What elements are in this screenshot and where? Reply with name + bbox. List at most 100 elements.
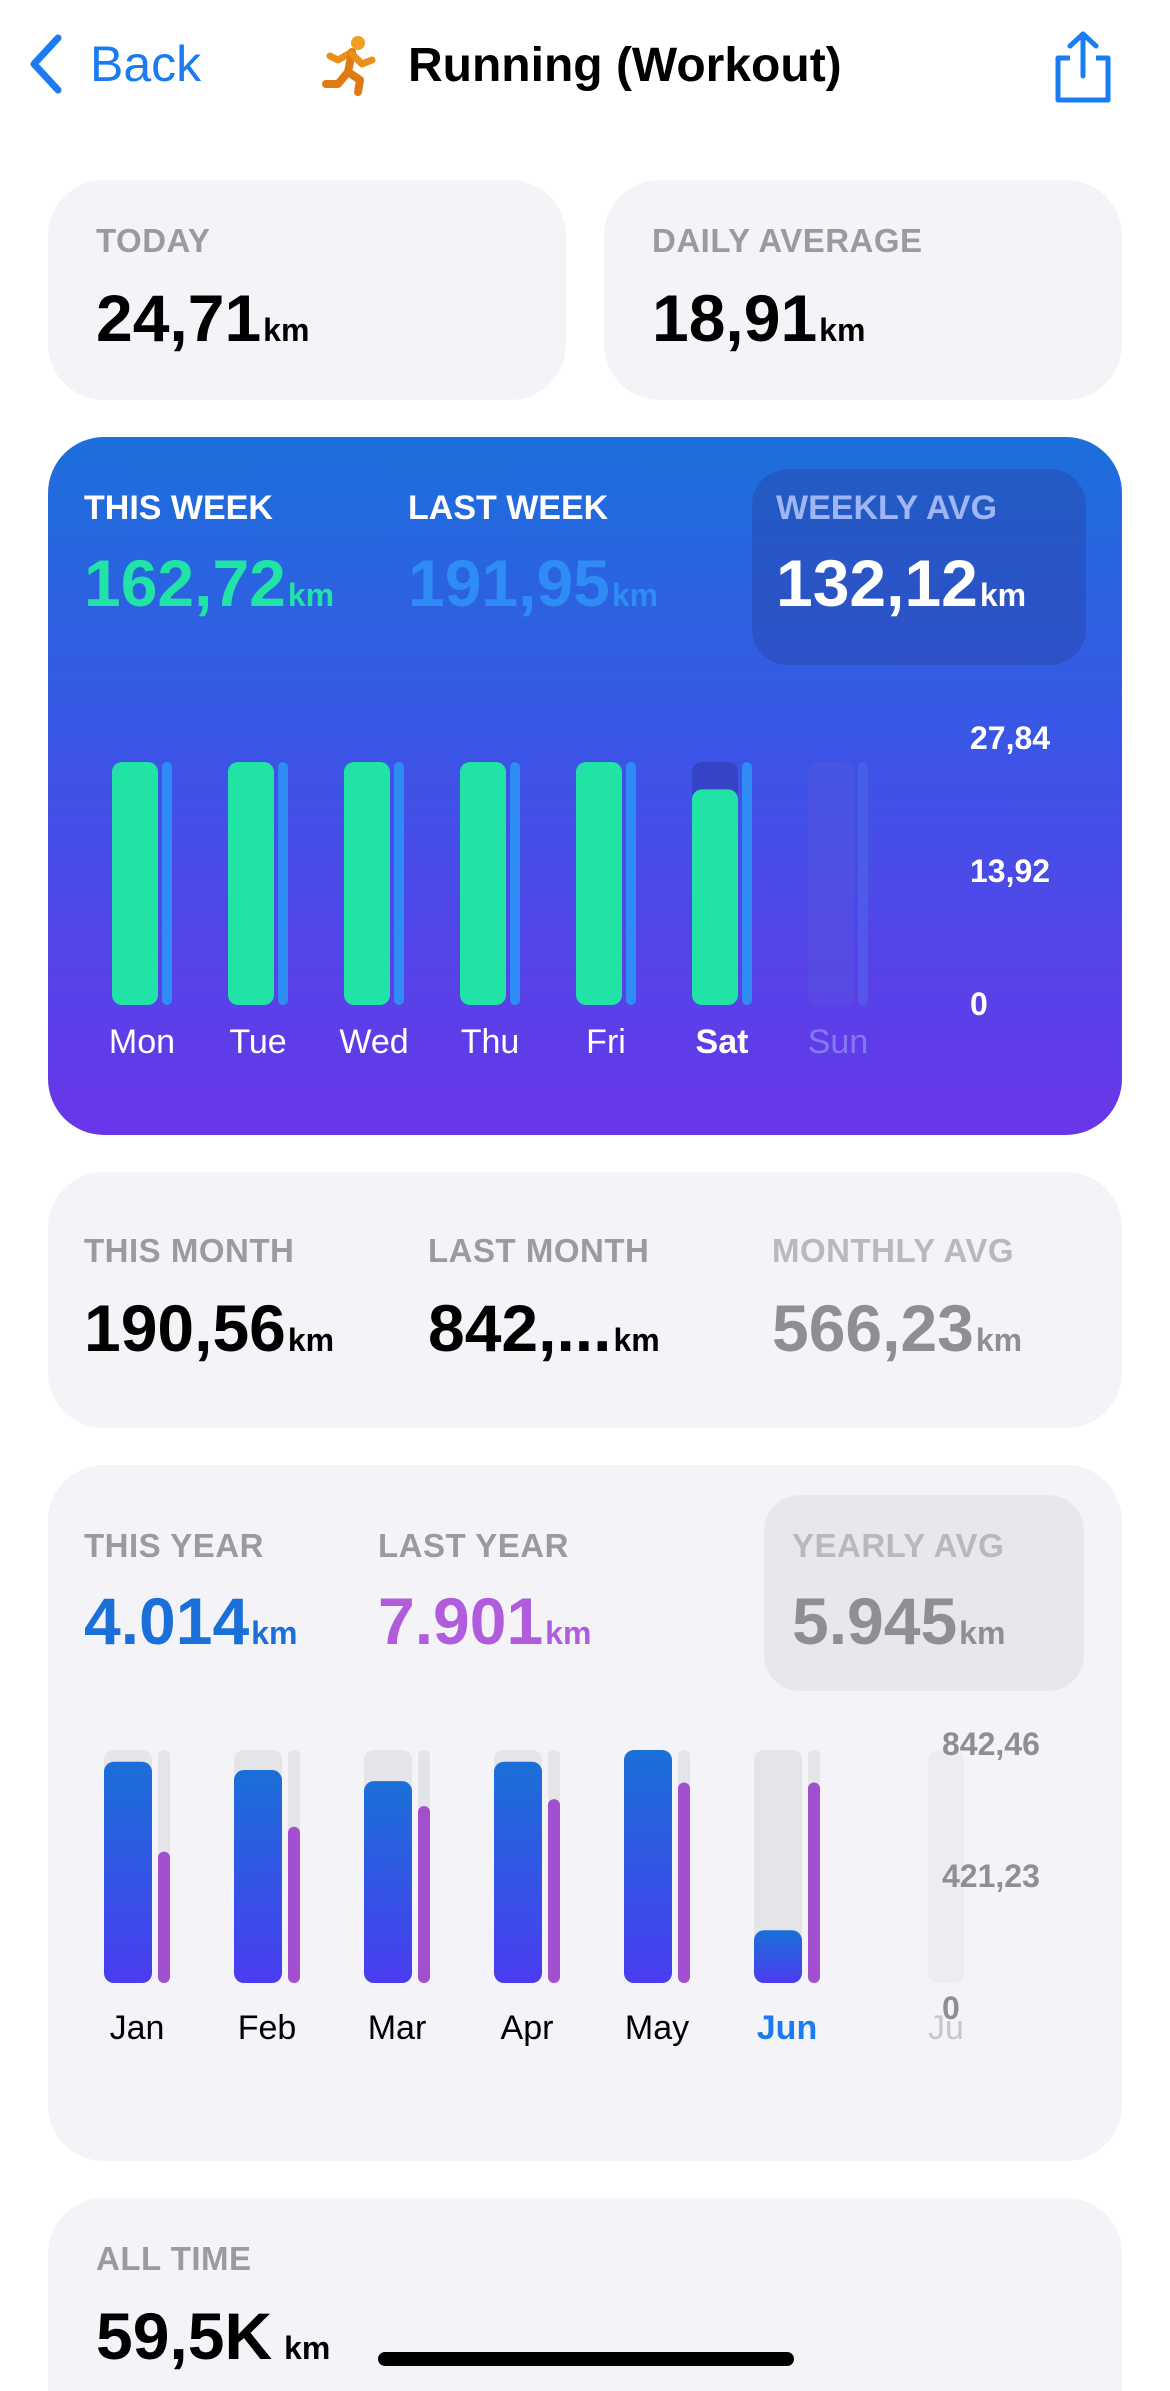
last-year-unit: km [545, 1615, 592, 1651]
this-week-unit: km [287, 577, 335, 613]
week-bar-last [278, 762, 288, 1005]
chevron-left-icon [30, 34, 62, 94]
year-y-tick: 421,23 [942, 1858, 1040, 1894]
week-day-label: Fri [586, 1023, 626, 1061]
monthly-avg-label: MONTHLY AVG [772, 1232, 1015, 1269]
back-button[interactable]: Back [26, 34, 201, 94]
daily-average-unit: km [819, 312, 866, 348]
daily-average-value-group: 18,91km [652, 280, 865, 356]
year-bar-track [754, 1750, 802, 1983]
week-day-label: Sat [696, 1023, 749, 1061]
this-month-unit: km [287, 1322, 335, 1358]
week-bar-this [228, 762, 274, 1005]
week-y-tick: 13,92 [970, 853, 1050, 889]
last-year-label: LAST YEAR [378, 1527, 569, 1564]
week-day-label: Sun [808, 1023, 869, 1061]
week-bar-this [344, 762, 390, 1005]
year-month-label: Feb [238, 2009, 297, 2047]
week-bar-last [394, 762, 404, 1005]
yearly-avg-box [764, 1495, 1084, 1691]
year-bar-this [754, 1930, 802, 1983]
week-day-label: Tue [229, 1023, 286, 1061]
year-bar-last [158, 1851, 170, 1983]
today-label: TODAY [96, 222, 211, 259]
year-bar-last [548, 1799, 560, 1983]
year-month-label: Mar [368, 2009, 427, 2047]
all-time-value-group: 59,5K km [96, 2298, 330, 2374]
year-bar-this [364, 1781, 412, 1983]
page-title: Running (Workout) [408, 38, 842, 92]
week-day-label: Mon [109, 1023, 175, 1061]
last-year-value: 7.901 [378, 1584, 544, 1658]
this-year-value: 4.014 [84, 1584, 250, 1658]
yearly-avg-value: 5.945 [792, 1584, 958, 1658]
week-bar-chart[interactable]: Mon Tue Wed Thu Fri Sat Sun 27,84 13,92 0 [48, 437, 1122, 1135]
year-bar-this [624, 1750, 672, 1983]
all-time-label: ALL TIME [96, 2240, 252, 2277]
year-month-label: Jan [110, 2009, 165, 2047]
this-year-unit: km [251, 1615, 298, 1651]
year-y-tick: 842,46 [942, 1726, 1040, 1762]
week-bar-this [692, 789, 738, 1005]
week-bar-this [112, 762, 158, 1005]
this-week-value: 162,72 [84, 546, 286, 620]
week-bar-last [742, 762, 752, 1005]
week-bar-track [808, 762, 854, 1005]
week-y-tick: 0 [970, 986, 988, 1022]
daily-average-label: DAILY AVERAGE [652, 222, 923, 259]
year-month-label: Jun [757, 2009, 817, 2047]
weekly-avg-unit: km [979, 577, 1027, 613]
week-bar-last [162, 762, 172, 1005]
this-month-value-group: 190,56km [84, 1290, 334, 1366]
year-card[interactable]: THIS YEAR 4.014km LAST YEAR 7.901km YEAR… [48, 1465, 1122, 2161]
year-month-label: Apr [501, 2009, 554, 2047]
runner-icon [322, 36, 376, 96]
this-year-label: THIS YEAR [84, 1527, 264, 1564]
last-week-label: LAST WEEK [408, 489, 609, 527]
monthly-avg-value-group: 566,23km [772, 1290, 1022, 1366]
this-month-value: 190,56 [84, 1291, 286, 1365]
today-card[interactable]: TODAY 24,71km [48, 180, 566, 400]
weekly-avg-value: 132,12 [776, 546, 978, 620]
year-bar-last [678, 1782, 690, 1983]
year-bar-last [418, 1805, 430, 1983]
today-unit: km [263, 312, 310, 348]
last-month-value-group: 842,...km [428, 1290, 660, 1366]
year-bar-track [928, 1750, 964, 1983]
nav-header: Back Running (Workout) [0, 0, 1170, 140]
home-indicator [378, 2352, 794, 2366]
last-month-unit: km [613, 1322, 660, 1358]
this-week-label: THIS WEEK [84, 489, 273, 527]
weekly-avg-label: WEEKLY AVG [776, 489, 998, 527]
this-week-value-group: 162,72km [84, 545, 334, 621]
daily-average-value: 18,91 [652, 281, 818, 355]
this-month-label: THIS MONTH [84, 1232, 295, 1269]
year-month-label: May [625, 2009, 689, 2047]
week-day-label: Wed [339, 1023, 408, 1061]
all-time-value: 59,5K [96, 2299, 273, 2373]
monthly-avg-unit: km [975, 1322, 1023, 1358]
back-label: Back [90, 36, 202, 92]
yearly-avg-unit: km [959, 1615, 1006, 1651]
week-card[interactable]: THIS WEEK 162,72km LAST WEEK 191,95km WE… [48, 437, 1122, 1135]
this-year-value-group: 4.014km [84, 1583, 297, 1659]
last-week-unit: km [611, 577, 659, 613]
weekly-avg-value-group: 132,12km [776, 545, 1026, 621]
daily-average-card[interactable]: DAILY AVERAGE 18,91km [604, 180, 1122, 400]
last-week-value: 191,95 [408, 546, 610, 620]
share-icon[interactable] [1052, 30, 1114, 104]
last-year-value-group: 7.901km [378, 1583, 591, 1659]
today-value: 24,71 [96, 281, 262, 355]
year-bar-chart[interactable]: Jan Feb Mar Apr May Jun Ju 842,46 421,23 0 [48, 1465, 1122, 2161]
week-bar-last [510, 762, 520, 1005]
month-card[interactable]: THIS MONTH 190,56km LAST MONTH 842,...km… [48, 1172, 1122, 1428]
weekly-avg-box [752, 469, 1086, 665]
year-bar-this [234, 1770, 282, 1983]
week-bar-last [626, 762, 636, 1005]
monthly-avg-value: 566,23 [772, 1291, 974, 1365]
today-value-group: 24,71km [96, 280, 309, 356]
week-bar-this [460, 762, 506, 1005]
year-bar-last [808, 1782, 820, 1983]
week-day-label: Thu [461, 1023, 520, 1061]
year-bar-this [494, 1761, 542, 1983]
